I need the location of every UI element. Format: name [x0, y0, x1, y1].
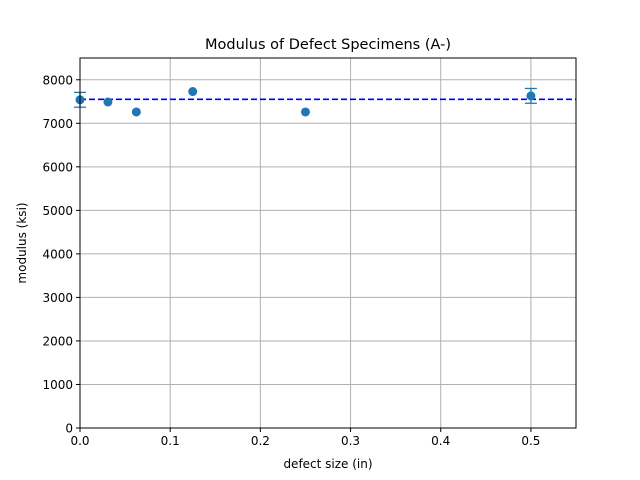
grid — [79, 58, 576, 429]
x-tick-label: 0.3 — [341, 434, 360, 448]
axes-frame — [79, 57, 577, 429]
y-tick-label: 6000 — [42, 160, 73, 174]
x-axis-label: defect size (in) — [283, 457, 372, 471]
y-tick-label: 7000 — [42, 117, 73, 131]
x-tick-label: 0.0 — [70, 434, 89, 448]
data-point — [131, 107, 141, 117]
plot-marks — [74, 87, 576, 117]
chart-title: Modulus of Defect Specimens (A-) — [205, 37, 451, 53]
x-tick-label: 0.4 — [431, 434, 450, 448]
y-tick-label: 3000 — [42, 291, 73, 305]
x-tick-label: 0.1 — [161, 434, 180, 448]
x-tick-label: 0.5 — [521, 434, 540, 448]
y-tick-label: 0 — [65, 422, 73, 436]
data-point — [188, 87, 198, 97]
data-point — [526, 91, 536, 101]
y-tick-label: 4000 — [42, 247, 73, 261]
y-tick-label: 1000 — [42, 378, 73, 392]
data-point — [300, 107, 310, 117]
ticks: 0.0 0.1 0.2 0.3 0.4 0.5 0 1000 2000 3000 4000 5000 6… — [42, 73, 540, 448]
y-tick-label: 2000 — [42, 334, 73, 348]
data-point — [103, 97, 113, 107]
y-axis-label: modulus (ksi) — [15, 202, 29, 283]
y-tick-label: 5000 — [42, 204, 73, 218]
x-tick-label: 0.2 — [251, 434, 270, 448]
y-tick-label: 8000 — [42, 73, 73, 87]
